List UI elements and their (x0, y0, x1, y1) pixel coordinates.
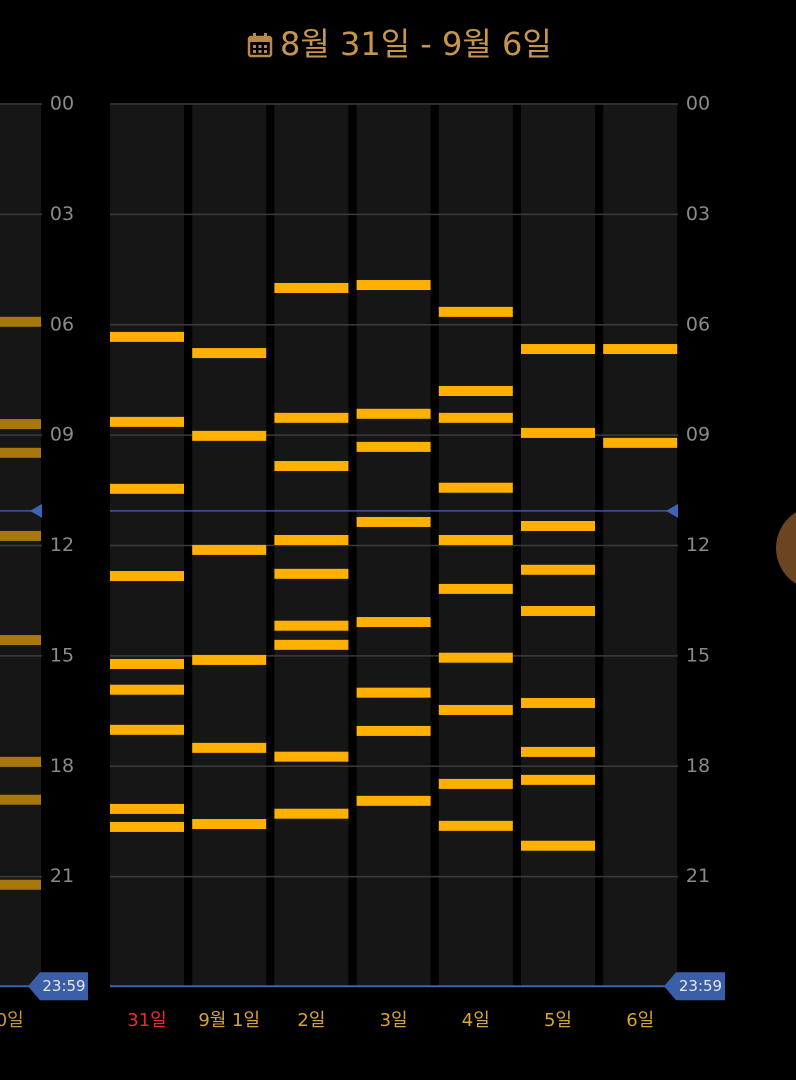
event-bar (0, 447, 41, 458)
y-tick-label: 06 (50, 313, 74, 335)
event-bar (603, 437, 678, 448)
event-bar (274, 808, 349, 819)
day-label: 31일 (127, 1010, 166, 1031)
event-bar (110, 658, 184, 669)
event-bar (356, 408, 431, 419)
end-badge (28, 972, 88, 1001)
event-bar (356, 516, 431, 527)
event-bar (438, 412, 513, 423)
event-bar (438, 534, 513, 545)
event-bar (110, 821, 184, 832)
event-bar (274, 568, 349, 579)
y-tick-label: 12 (50, 534, 74, 556)
calendar-icon (247, 33, 273, 58)
event-bar (356, 795, 431, 806)
event-bar (521, 697, 595, 708)
event-bar (110, 416, 184, 427)
event-bar (521, 746, 595, 757)
day-label: 5일 (544, 1010, 572, 1031)
event-bar (192, 654, 267, 665)
event-bar (110, 684, 184, 695)
event-bar (274, 534, 349, 545)
y-tick-label: 15 (686, 644, 710, 666)
end-badge-label: 23:59 (679, 977, 722, 995)
y-tick-label: 06 (686, 313, 710, 335)
event-bar (438, 704, 513, 715)
event-bar (274, 282, 349, 293)
event-bar (192, 819, 267, 830)
event-bar (521, 344, 595, 355)
event-bar (192, 348, 267, 359)
event-bar (438, 820, 513, 831)
event-bar (521, 840, 595, 851)
event-bar (0, 635, 41, 646)
event-bar (0, 879, 41, 890)
event-bar (110, 331, 184, 342)
y-tick-label: 21 (50, 865, 74, 887)
event-bar (274, 412, 349, 423)
y-tick-label: 09 (50, 424, 74, 446)
event-bar (0, 530, 41, 541)
event-bar (356, 725, 431, 736)
y-tick-label: 00 (50, 93, 74, 115)
y-tick-label: 00 (686, 93, 710, 115)
event-bar (192, 430, 267, 441)
y-tick-label: 03 (686, 203, 710, 225)
day-label: 30일 (0, 1010, 24, 1031)
event-bar (438, 482, 513, 493)
event-bar (356, 441, 431, 452)
day-label: 4일 (462, 1010, 490, 1031)
day-label: 6일 (626, 1010, 654, 1031)
event-bar (438, 385, 513, 396)
event-bar (438, 306, 513, 317)
event-bar (192, 742, 267, 753)
event-bar (192, 544, 267, 555)
y-tick-label: 15 (50, 644, 74, 666)
y-tick-label: 09 (686, 424, 710, 446)
y-tick-label: 12 (686, 534, 710, 556)
y-tick-label: 18 (50, 755, 74, 777)
current-time-marker (666, 503, 678, 518)
end-badge-label: 23:59 (42, 977, 85, 995)
end-badge (664, 972, 725, 1001)
event-bar (438, 778, 513, 789)
event-bar (521, 564, 595, 575)
event-bar (521, 521, 595, 532)
event-bar (0, 419, 41, 430)
event-bar (0, 756, 41, 767)
event-bar (438, 652, 513, 663)
event-bar (110, 724, 184, 735)
y-tick-label: 03 (50, 203, 74, 225)
event-bar (603, 344, 678, 355)
event-bar (0, 316, 41, 327)
event-bar (521, 774, 595, 785)
current-time-marker (30, 503, 42, 518)
event-bar (0, 794, 41, 805)
event-bar (274, 620, 349, 631)
y-tick-label: 18 (686, 755, 710, 777)
event-bar (274, 461, 349, 472)
event-bar (356, 617, 431, 628)
event-bar (521, 427, 595, 438)
scroll-handle[interactable] (776, 506, 796, 590)
event-bar (110, 571, 184, 582)
y-tick-label: 21 (686, 865, 710, 887)
event-bar (356, 687, 431, 698)
day-label: 3일 (380, 1010, 408, 1031)
day-label: 9월 1일 (198, 1010, 260, 1031)
header-title: 8월 31일 - 9월 6일 (280, 25, 552, 63)
event-bar (521, 605, 595, 616)
timeline-chart: 00 00 03 03 06 06 09 09 12 12 15 15 18 18 21 21 30일 31일 9월… (0, 93, 725, 1031)
event-bar (438, 583, 513, 594)
event-bar (110, 483, 184, 494)
day-label: 2일 (297, 1010, 325, 1031)
event-bar (274, 639, 349, 650)
event-bar (356, 280, 431, 291)
event-bar (274, 751, 349, 762)
event-bar (110, 803, 184, 814)
